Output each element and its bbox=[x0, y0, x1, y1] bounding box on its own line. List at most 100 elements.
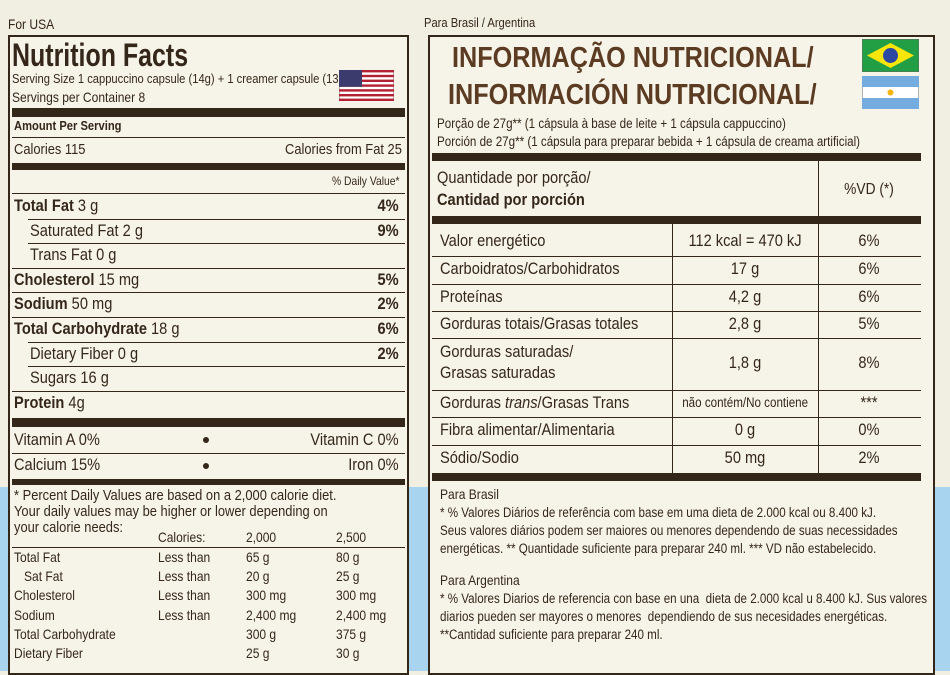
ref-name: Dietary Fiber bbox=[14, 645, 83, 661]
row-vd: 0% bbox=[858, 420, 880, 439]
mineral: Calcium 15% bbox=[14, 455, 101, 474]
rule bbox=[432, 256, 921, 257]
ref-value: 375 g bbox=[336, 625, 367, 642]
header-qty: Cantidad por porción bbox=[437, 190, 585, 209]
row-vd: 6% bbox=[858, 259, 880, 278]
rule bbox=[12, 316, 405, 318]
row-amount: 112 kcal = 470 kJ bbox=[688, 231, 802, 250]
ref-header: 2,500 bbox=[336, 529, 367, 545]
ref-value: 300 mg bbox=[246, 587, 287, 604]
note-line: diarios pueden ser mayores o menores dep… bbox=[440, 609, 888, 624]
nutrition-facts-box bbox=[8, 35, 409, 675]
row-vd: 6% bbox=[858, 231, 880, 250]
title-es: INFORMACIÓN NUTRICIONAL/ bbox=[448, 79, 817, 111]
daily-value: 2% bbox=[377, 294, 399, 314]
note-line: **Cantidad suficiente para preparar 240 … bbox=[440, 627, 663, 642]
nutrient: Dietary Fiber 0 g bbox=[30, 344, 138, 364]
ref-name: Cholesterol bbox=[14, 587, 75, 604]
thick-rule bbox=[12, 418, 405, 427]
title-pt: INFORMAÇÃO NUTRICIONAL/ bbox=[452, 42, 814, 74]
ref-header: Calories: bbox=[158, 529, 206, 545]
rule bbox=[28, 341, 405, 343]
row-name: Fibra alimentar/Alimentaria bbox=[440, 420, 615, 439]
rule bbox=[432, 390, 921, 391]
region-label: Para Brasil / Argentina bbox=[424, 15, 536, 30]
footnote: your calorie needs: bbox=[14, 519, 124, 536]
nutrient-amount: 50 mg bbox=[71, 294, 113, 314]
row-vd: 6% bbox=[858, 286, 880, 306]
nutrient-amount: 2 g bbox=[122, 220, 143, 240]
ref-name: Total Fat bbox=[14, 549, 61, 565]
nutrient-amount: 4g bbox=[68, 392, 85, 412]
note-heading: Para Argentina bbox=[440, 572, 520, 588]
title: Nutrition Facts bbox=[12, 37, 189, 73]
ref-value: 30 g bbox=[336, 645, 360, 661]
nutrient-name: Dietary Fiber bbox=[30, 343, 114, 363]
nutrient-amount: 15 mg bbox=[98, 269, 140, 289]
portion-es: Porción de 27g** (1 cápsula para prepara… bbox=[437, 134, 861, 149]
rule bbox=[672, 224, 673, 474]
row-name-part: trans bbox=[505, 392, 538, 412]
note-line: * % Valores Diários de referência com ba… bbox=[440, 505, 877, 520]
nutrient-name: Protein bbox=[14, 392, 65, 412]
row-name: Valor energético bbox=[440, 231, 546, 250]
rule bbox=[12, 137, 405, 138]
rule bbox=[432, 284, 921, 285]
row-amount: 1,8 g bbox=[728, 353, 762, 372]
rule bbox=[12, 292, 405, 294]
ref-limit: Less than bbox=[158, 568, 211, 585]
thick-rule bbox=[12, 163, 405, 170]
nutrient-amount: 3 g bbox=[77, 196, 99, 215]
argentina-flag bbox=[862, 76, 919, 109]
header-qty: Quantidade por porção/ bbox=[437, 168, 591, 187]
nutrient-amount: 16 g bbox=[80, 368, 109, 388]
rule bbox=[818, 161, 819, 216]
brazil-flag bbox=[862, 39, 919, 72]
daily-value: 9% bbox=[377, 220, 399, 240]
ref-limit: Less than bbox=[158, 606, 211, 623]
row-name: Proteínas bbox=[440, 286, 503, 306]
thick-rule bbox=[432, 473, 921, 481]
rule bbox=[12, 547, 405, 548]
portion-pt: Porção de 27g** (1 cápsula à base de lei… bbox=[437, 116, 786, 131]
daily-value: 4% bbox=[377, 196, 399, 215]
serving-size: Serving Size 1 cappuccino capsule (14g) … bbox=[12, 71, 349, 86]
daily-value: 6% bbox=[377, 319, 399, 338]
ref-value: 25 g bbox=[246, 645, 270, 661]
nutrient-amount: 0 g bbox=[96, 245, 117, 265]
vitamin: Vitamin A 0% bbox=[14, 430, 100, 449]
nutrient: Total Carbohydrate 18 g bbox=[14, 319, 179, 339]
nutrient: Saturated Fat 2 g bbox=[30, 221, 143, 241]
row-amount: 2,8 g bbox=[728, 313, 762, 333]
rule bbox=[12, 453, 405, 454]
row-vd: 5% bbox=[858, 313, 880, 333]
note-heading: Para Brasil bbox=[440, 486, 499, 502]
nutrient-name: Total Fat bbox=[14, 196, 74, 215]
row-vd: 8% bbox=[858, 353, 880, 372]
vitamin: Vitamin C 0% bbox=[310, 430, 399, 449]
nutrient: Total Fat 3 g bbox=[14, 196, 98, 216]
row-name-part: Gorduras bbox=[440, 392, 506, 412]
dv-header: % Daily Value* bbox=[331, 174, 399, 188]
servings: Servings per Container 8 bbox=[12, 89, 146, 105]
footnote: Your daily values may be higher or lower… bbox=[14, 503, 328, 520]
note-line: Seus valores diários podem ser maiores o… bbox=[440, 523, 898, 538]
rule bbox=[432, 338, 921, 339]
thick-rule bbox=[432, 216, 921, 224]
ref-limit: Less than bbox=[158, 549, 211, 565]
nutrient-name: Total Carbohydrate bbox=[14, 319, 147, 338]
ref-value: 80 g bbox=[336, 549, 360, 565]
row-name: Sódio/Sodio bbox=[440, 448, 519, 467]
rule bbox=[432, 311, 921, 312]
rule bbox=[12, 390, 405, 392]
ref-value: 65 g bbox=[246, 549, 270, 565]
ref-header: 2,000 bbox=[246, 529, 277, 545]
note-line: energéticas. ** Quantidade suficiente pa… bbox=[440, 541, 877, 556]
row-name: Gorduras trans/Grasas Trans bbox=[440, 393, 629, 413]
mineral: Iron 0% bbox=[348, 455, 399, 474]
nutrient: Cholesterol 15 mg bbox=[14, 270, 139, 290]
rule bbox=[818, 224, 819, 474]
ref-value: 20 g bbox=[246, 568, 270, 585]
nutrient: Sodium 50 mg bbox=[14, 294, 112, 314]
region-label: For USA bbox=[8, 16, 55, 32]
